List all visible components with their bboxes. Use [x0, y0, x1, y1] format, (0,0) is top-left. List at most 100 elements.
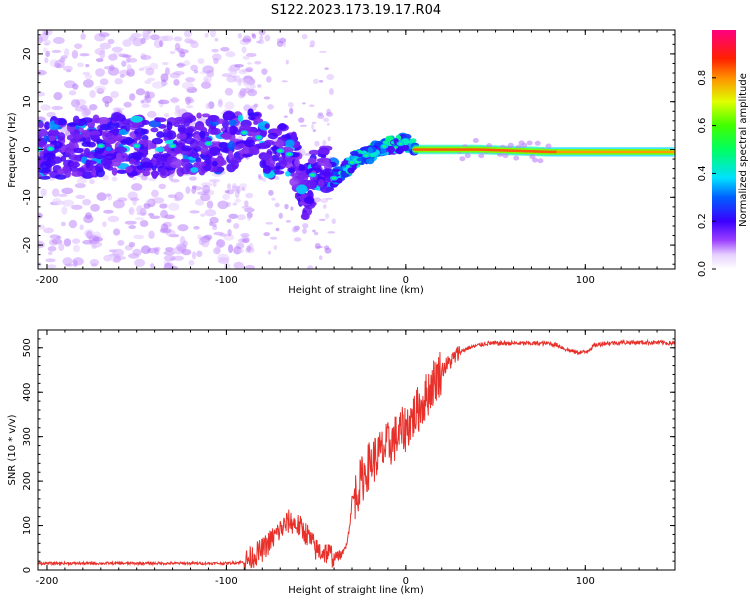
spectrogram-cell: [98, 144, 103, 148]
spectrogram-cell: [129, 122, 140, 128]
spectrogram-cell: [285, 139, 295, 148]
spectrogram-cell: [134, 217, 145, 221]
spectrogram-cell: [209, 216, 219, 224]
spectrogram-cell: [238, 69, 247, 75]
spectrogram-cell: [209, 146, 221, 156]
spectrogram-cell: [105, 193, 111, 197]
spectrogram-cell: [299, 124, 308, 127]
spectrogram-cell: [308, 104, 315, 107]
spectrogram-cell: [60, 221, 66, 227]
snr-frame: [37, 329, 676, 571]
spectrogram-cell: [176, 132, 188, 140]
spectrogram-cell: [174, 145, 181, 154]
spectrogram-cell: [145, 67, 155, 76]
spectrogram-cell: [288, 101, 294, 108]
spectrogram-cell: [247, 215, 251, 221]
spectrogram-cell: [141, 119, 150, 126]
spectrogram-cell: [174, 109, 184, 117]
spectrogram-cell: [194, 161, 206, 167]
spectrogram-cell: [275, 227, 280, 232]
spectrogram-cell: [66, 122, 77, 127]
spectrogram-cell: [205, 103, 211, 110]
spectrogram-cell: [331, 218, 336, 225]
spectrogram-cell: [247, 112, 260, 117]
spectrogram-cell: [57, 193, 68, 197]
spectrogram-cell: [176, 243, 187, 252]
spectrogram-cell: [43, 227, 54, 234]
spectrogram-cell: [114, 146, 128, 153]
spectrogram-cell: [212, 247, 221, 255]
spectrogram-cell: [255, 40, 262, 44]
spectrogram-cell: [128, 225, 136, 230]
colorbar: 0.0 0.2 0.4 0.6 0.8 Normalized spectral ampl…: [697, 30, 749, 277]
spectrogram-cell: [315, 245, 324, 249]
spectrogram-cell: [38, 212, 43, 219]
spectrogram-cell: [116, 169, 128, 174]
spectrogram-cell: [185, 77, 196, 83]
spectrogram-cell: [325, 213, 330, 219]
y-tick-label: 200: [22, 472, 33, 491]
spectrogram-cell: [107, 38, 115, 45]
spectrogram-cell: [224, 87, 234, 96]
spectrogram-cell: [313, 197, 322, 203]
spectrogram-cell: [199, 130, 206, 138]
spectrogram-cell: [113, 228, 121, 236]
spectrogram-cell: [233, 261, 244, 269]
spectrogram-cell: [150, 263, 155, 269]
spectrogram-cell: [70, 138, 80, 144]
spectrogram-cell: [218, 256, 230, 261]
y-tick-label: 100: [22, 516, 33, 535]
spectrogram-cell: [289, 107, 294, 115]
spectrogram-cell: [63, 238, 72, 247]
spectrogram-cell: [302, 228, 307, 234]
spectrogram-cell: [349, 150, 359, 156]
spectrogram-cell: [181, 158, 190, 168]
spectrogram-cell: [257, 84, 262, 88]
spectrogram-cell: [365, 157, 375, 165]
spectrogram-cell: [123, 101, 132, 108]
spectrogram-cell: [154, 117, 167, 123]
spectrogram-cell: [201, 113, 211, 118]
spectrogram-cell: [150, 34, 160, 41]
spectrogram-cell: [43, 30, 49, 35]
spectrogram-cell: [111, 46, 123, 53]
spectrogram-cell: [51, 188, 60, 197]
spectrogram-cell: [464, 153, 471, 159]
spectrogram-cell: [478, 153, 485, 159]
spectrogram-cell: [274, 202, 280, 208]
spectrogram-cell: [151, 189, 159, 198]
spectrogram-cell: [49, 234, 60, 240]
spectrogram-cell: [72, 83, 79, 90]
spectrogram-cells: [38, 30, 675, 269]
spectrogram-cell: [96, 192, 107, 201]
spectrogram-cell: [246, 131, 256, 136]
spectrogram-cell: [245, 52, 257, 57]
spectrogram-cell: [218, 233, 228, 237]
spectrogram-cell: [193, 69, 199, 74]
spectrogram-cell: [170, 96, 179, 104]
x-tick-label: -100: [215, 576, 238, 587]
spectrogram-cell: [186, 127, 195, 134]
spectrogram-cell: [95, 168, 106, 178]
spectrogram-cell: [317, 148, 330, 155]
spectrogram-cell: [69, 166, 79, 173]
spectrogram-cell: [264, 123, 270, 129]
spectrogram-cell: [38, 262, 42, 268]
spectrogram-cell: [304, 152, 311, 156]
spectrogram-cell: [132, 248, 142, 256]
spectrogram-cell: [179, 51, 186, 58]
spectrogram-cell: [189, 210, 200, 214]
spectrogram-cell: [244, 200, 249, 207]
spectrogram-cell: [212, 223, 217, 228]
spectrogram-cell: [135, 152, 144, 157]
spectrogram-cell: [118, 53, 129, 58]
spectrogram-cell: [138, 67, 145, 72]
spectrogram-cell: [398, 142, 403, 145]
spectrogram-cell: [224, 101, 235, 110]
spectrogram-cell: [79, 53, 90, 57]
spectrogram-cell: [163, 254, 176, 262]
spectrogram-cell: [51, 105, 64, 111]
spectrogram-cell: [204, 209, 217, 217]
spectrogram-cell: [45, 50, 50, 57]
spectrogram-cell: [95, 68, 105, 77]
